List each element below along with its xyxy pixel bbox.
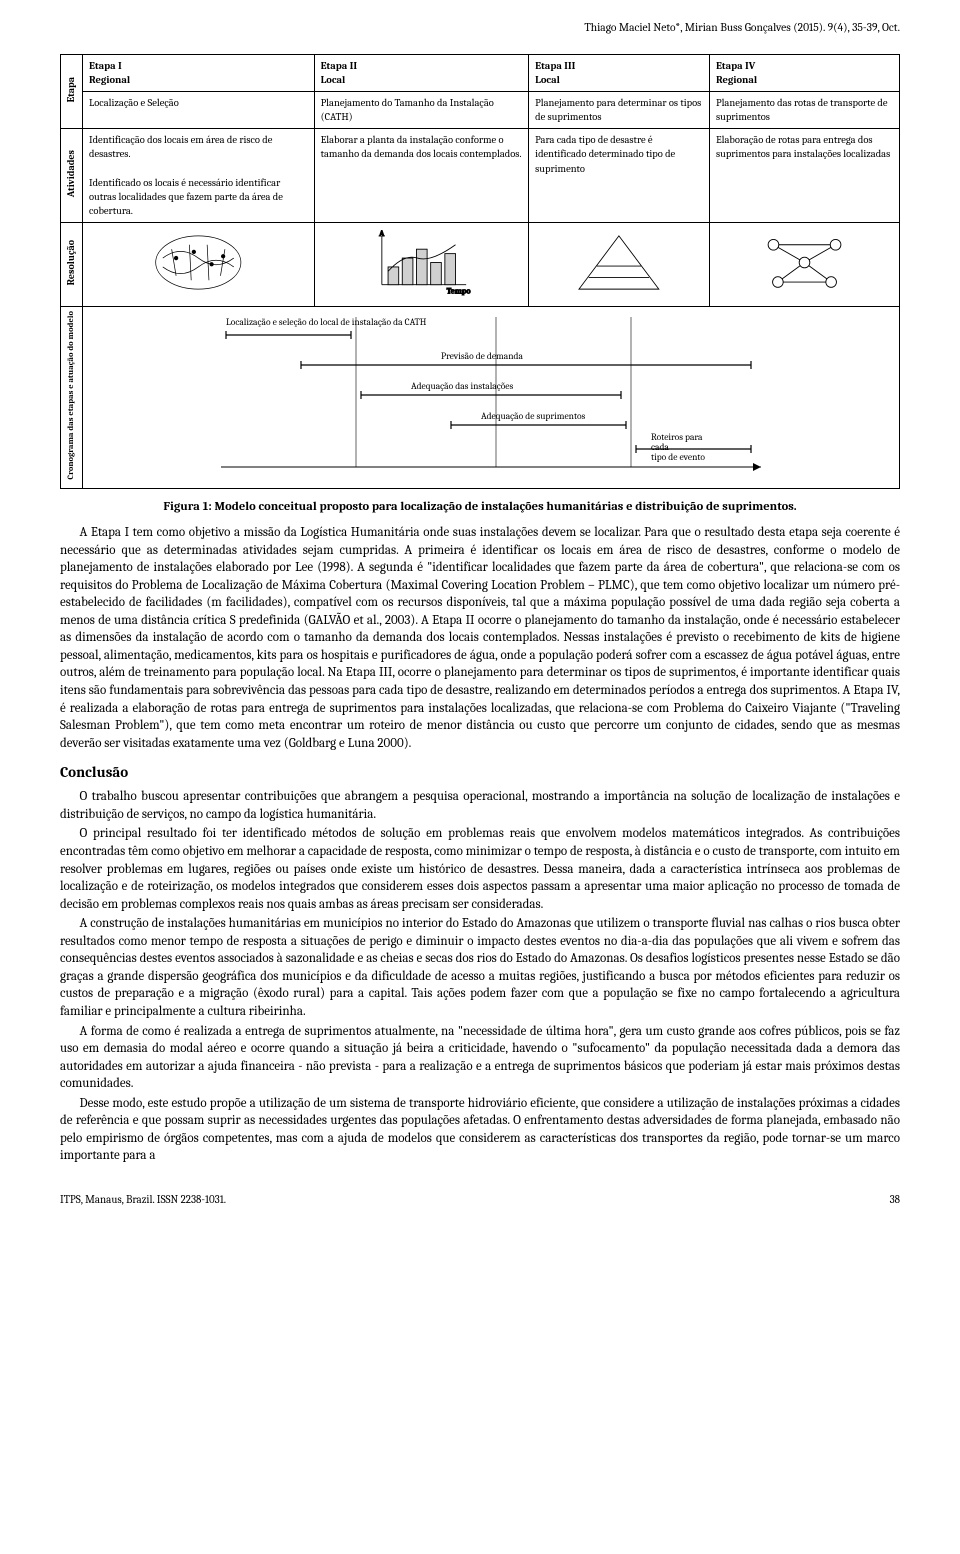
- sketch-network-icon: [709, 223, 899, 307]
- svg-text:Previsão de demanda: Previsão de demanda: [441, 351, 523, 362]
- paragraph-c1: O trabalho buscou apresentar contribuiçõ…: [60, 788, 900, 823]
- col4-ativ: Elaboração de rotas para entrega dos sup…: [709, 129, 899, 223]
- svg-text:Localização e seleção do local: Localização e seleção do local de instal…: [226, 317, 427, 328]
- col2-desc: Planejamento do Tamanho da Instalação (C…: [314, 91, 529, 128]
- col2-head: Etapa IILocal: [314, 54, 529, 91]
- paragraph-c4: A forma de como é realizada a entrega de…: [60, 1023, 900, 1093]
- page-footer: ITPS, Manaus, Brazil. ISSN 2238-1031. 38: [60, 1193, 900, 1208]
- col1-head: Etapa IRegional: [83, 54, 315, 91]
- svg-text:Adequação de suprimentos: Adequação de suprimentos: [481, 411, 586, 422]
- rowlabel-atividades: Atividades: [61, 129, 83, 223]
- section-conclusao: Conclusão: [60, 762, 900, 782]
- paragraph-c5: Desse modo, este estudo propõe a utiliza…: [60, 1095, 900, 1165]
- sketch-chart-icon: A Tempo: [314, 223, 529, 307]
- timeline-gantt: Localização e seleção do local de instal…: [83, 307, 899, 477]
- col1-desc: Localização e Seleção: [83, 91, 315, 128]
- col3-desc: Planejamento para determinar os tipos de…: [529, 91, 710, 128]
- col3-ativ: Para cada tipo de desastre é identificad…: [529, 129, 710, 223]
- header-citation: Thiago Maciel Neto*, Mirian Buss Gonçalv…: [60, 20, 900, 36]
- axis-a-label: A: [378, 229, 385, 238]
- col1-ativ: Identificação dos locais em área de risc…: [83, 129, 315, 223]
- paragraph-c3: A construção de instalações humanitárias…: [60, 915, 900, 1020]
- rowlabel-cronograma: Cronograma das etapas e atuação do model…: [61, 307, 83, 489]
- rowlabel-resolucao: Resolução: [61, 223, 83, 307]
- col4-desc: Planejamento das rotas de transporte de …: [709, 91, 899, 128]
- sketch-pyramid-icon: [529, 223, 710, 307]
- figure-caption: Figura 1: Modelo conceitual proposto par…: [60, 499, 900, 516]
- sketch-map-icon: [83, 223, 315, 307]
- svg-text:Adequação das instalações: Adequação das instalações: [411, 381, 513, 392]
- footer-left: ITPS, Manaus, Brazil. ISSN 2238-1031.: [60, 1193, 226, 1208]
- col2-ativ: Elaborar a planta da instalação conforme…: [314, 129, 529, 223]
- rowlabel-etapa: Etapa: [61, 54, 83, 129]
- conceptual-model-table: Etapa Etapa IRegional Etapa IILocal Etap…: [60, 54, 900, 490]
- paragraph-c2: O principal resultado foi ter identifica…: [60, 825, 900, 913]
- paragraph-etapas: A Etapa I tem como objetivo a missão da …: [60, 524, 900, 752]
- footer-page-number: 38: [890, 1193, 900, 1208]
- svg-text:Tempo: Tempo: [446, 287, 471, 296]
- col4-head: Etapa IVRegional: [709, 54, 899, 91]
- col3-head: Etapa IIILocal: [529, 54, 710, 91]
- svg-text:Roteiros paracadatipo de event: Roteiros paracadatipo de evento: [651, 432, 705, 463]
